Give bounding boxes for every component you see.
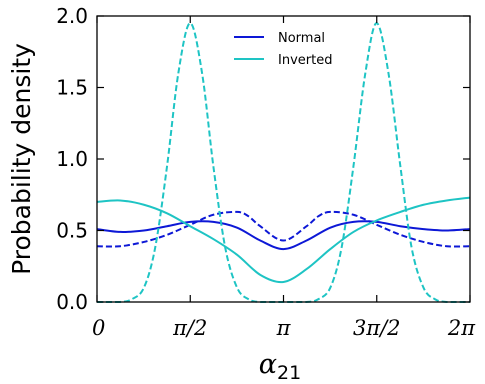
x-axis-title-main: α <box>259 349 277 380</box>
x-tick-label: π <box>276 316 292 340</box>
x-axis-title: α21 <box>259 349 301 384</box>
legend-label-inverted: Inverted <box>278 53 332 68</box>
series-line-normal-solid <box>96 220 470 251</box>
legend-label-normal: Normal <box>278 31 325 46</box>
y-tick-label: 0.0 <box>56 290 88 314</box>
x-axis-title-subscript: 21 <box>277 362 301 384</box>
y-tick-label: 2.0 <box>56 4 88 28</box>
y-tick-label: 1.0 <box>56 147 88 171</box>
axis-ticks: 0.0 0.5 1.0 1.5 2.0 0 π/2 π 3π/2 2π <box>56 4 476 340</box>
series-line-normal-dashed <box>96 210 470 248</box>
legend: Normal Inverted <box>234 31 332 68</box>
x-tick-label: 2π <box>447 316 476 340</box>
x-tick-label: π/2 <box>172 316 207 340</box>
y-axis-title: Probability density <box>7 43 36 275</box>
y-tick-label: 0.5 <box>56 219 88 243</box>
x-tick-label: 3π/2 <box>353 316 401 340</box>
x-tick-label: 0 <box>92 316 105 340</box>
y-tick-label: 1.5 <box>56 76 88 100</box>
